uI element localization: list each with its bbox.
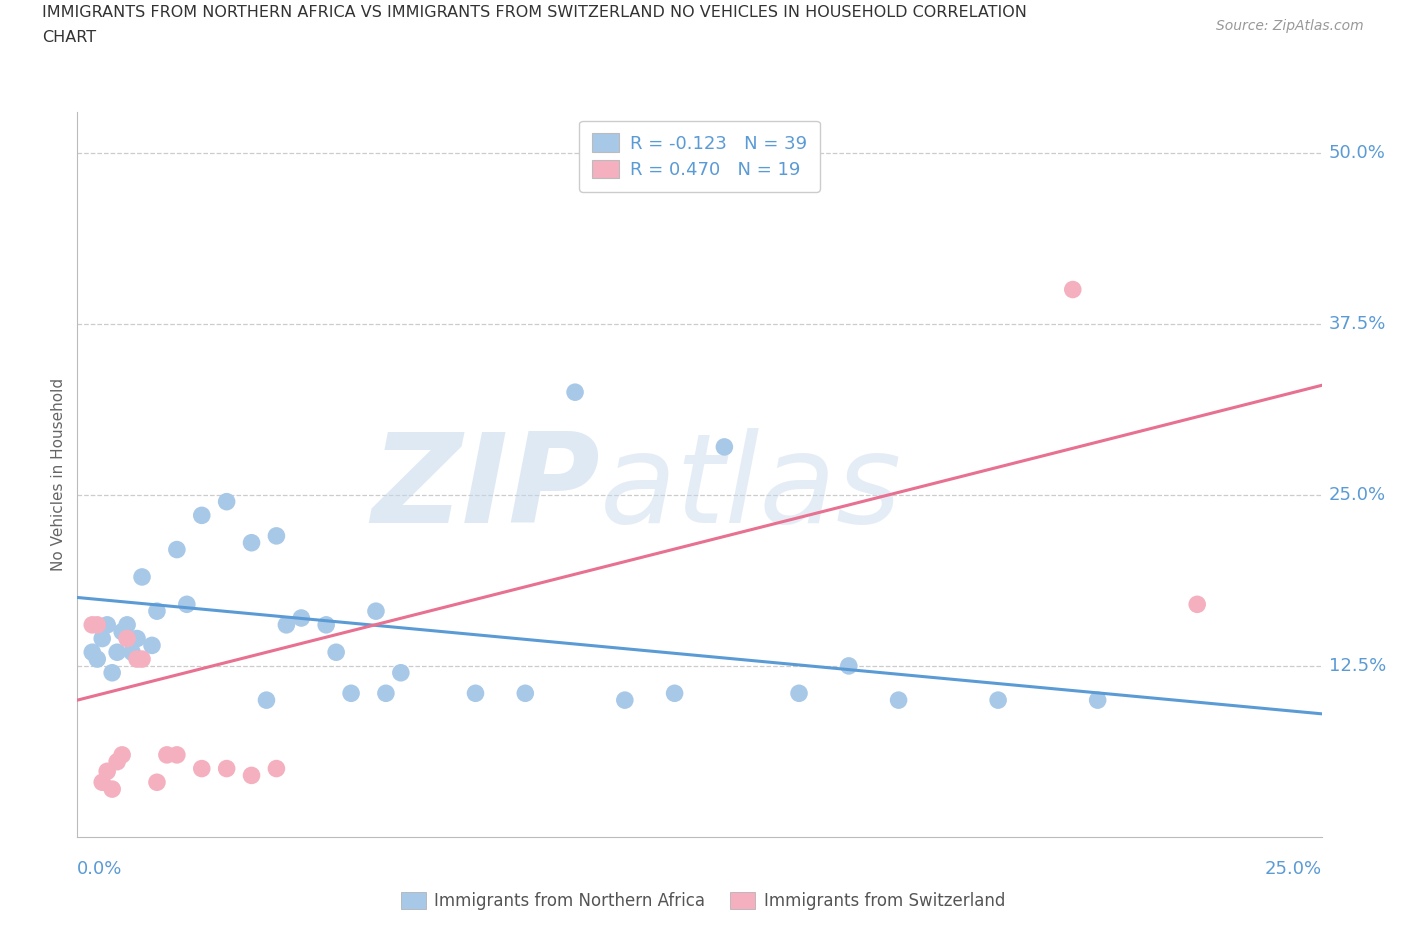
Point: [838, 658, 860, 673]
Point: [146, 604, 169, 618]
Point: [256, 693, 278, 708]
Point: [240, 536, 263, 551]
Point: [987, 693, 1010, 708]
Point: [115, 618, 138, 632]
Point: [215, 761, 238, 776]
Point: [191, 761, 214, 776]
Point: [613, 693, 636, 708]
Point: [156, 748, 179, 763]
Point: [86, 618, 108, 632]
Point: [101, 665, 124, 680]
Point: [131, 569, 153, 584]
Point: [664, 685, 686, 700]
Legend: Immigrants from Northern Africa, Immigrants from Switzerland: Immigrants from Northern Africa, Immigra…: [394, 885, 1012, 917]
Text: ZIP: ZIP: [371, 429, 600, 550]
Point: [1087, 693, 1109, 708]
Point: [374, 685, 396, 700]
Point: [125, 631, 148, 646]
Text: Source: ZipAtlas.com: Source: ZipAtlas.com: [1216, 19, 1364, 33]
Text: 0.0%: 0.0%: [77, 860, 122, 878]
Point: [91, 775, 114, 790]
Point: [1062, 282, 1084, 297]
Point: [364, 604, 387, 618]
Point: [131, 652, 153, 667]
Text: CHART: CHART: [42, 30, 96, 45]
Point: [887, 693, 910, 708]
Point: [515, 685, 537, 700]
Point: [564, 385, 586, 400]
Point: [340, 685, 363, 700]
Text: IMMIGRANTS FROM NORTHERN AFRICA VS IMMIGRANTS FROM SWITZERLAND NO VEHICLES IN HO: IMMIGRANTS FROM NORTHERN AFRICA VS IMMIG…: [42, 5, 1026, 20]
Point: [266, 528, 288, 543]
Point: [121, 644, 143, 659]
Point: [266, 761, 288, 776]
Point: [166, 542, 188, 557]
Point: [105, 644, 128, 659]
Point: [82, 644, 104, 659]
Point: [82, 618, 104, 632]
Point: [191, 508, 214, 523]
Text: 12.5%: 12.5%: [1329, 657, 1386, 675]
Point: [1187, 597, 1209, 612]
Point: [276, 618, 298, 632]
Text: 25.0%: 25.0%: [1264, 860, 1322, 878]
Point: [176, 597, 198, 612]
Y-axis label: No Vehicles in Household: No Vehicles in Household: [51, 378, 66, 571]
Point: [787, 685, 810, 700]
Point: [713, 440, 735, 455]
Point: [125, 652, 148, 667]
Point: [240, 768, 263, 783]
Point: [115, 631, 138, 646]
Text: atlas: atlas: [600, 429, 903, 550]
Point: [464, 685, 486, 700]
Point: [146, 775, 169, 790]
Point: [141, 638, 163, 653]
Point: [96, 618, 118, 632]
Point: [325, 644, 347, 659]
Point: [166, 748, 188, 763]
Point: [86, 652, 108, 667]
Text: 25.0%: 25.0%: [1329, 485, 1386, 504]
Point: [111, 748, 134, 763]
Point: [91, 631, 114, 646]
Point: [215, 494, 238, 509]
Point: [101, 781, 124, 796]
Legend: R = -0.123   N = 39, R = 0.470   N = 19: R = -0.123 N = 39, R = 0.470 N = 19: [579, 121, 820, 192]
Point: [105, 754, 128, 769]
Text: 37.5%: 37.5%: [1329, 314, 1386, 333]
Point: [389, 665, 412, 680]
Text: 50.0%: 50.0%: [1329, 143, 1385, 162]
Point: [290, 611, 312, 626]
Point: [96, 764, 118, 778]
Point: [111, 624, 134, 639]
Point: [315, 618, 337, 632]
